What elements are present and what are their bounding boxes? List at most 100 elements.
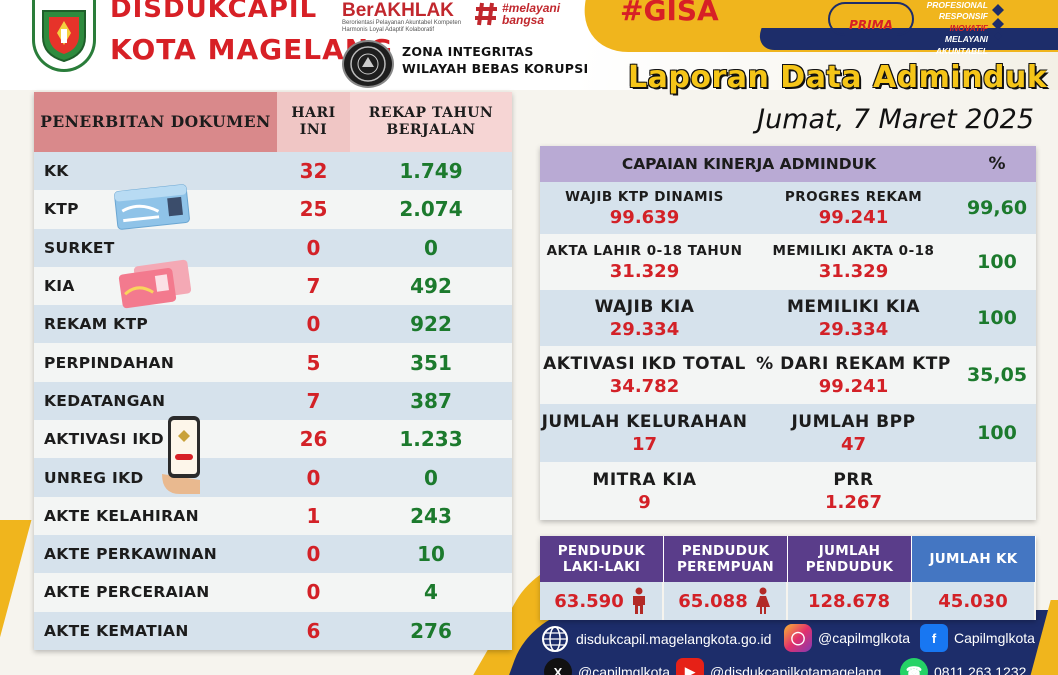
table-row: AKTIVASI IKD 26 1.233: [34, 420, 512, 459]
kinerja-percent: 35,05: [966, 364, 1028, 386]
male-population-label: PENDUDUK LAKI-LAKI: [540, 536, 664, 582]
female-person-icon: [755, 587, 770, 614]
kinerja-row: AKTIVASI IKD TOTAL 34.782 % DARI REKAM K…: [540, 346, 1036, 404]
bangga-melayani-logo: #melayani bangsa: [475, 0, 560, 28]
row-document-name: KTP: [44, 200, 79, 219]
kinerja-percent: 100: [977, 307, 1017, 329]
youtube-icon: ▶: [676, 658, 704, 675]
kinerja-value: 1.267: [825, 491, 882, 513]
kinerja-label: % DARI REKAM KTP: [756, 353, 951, 374]
row-document-name: PERPINDAHAN: [44, 353, 175, 372]
row-today-value: 32: [299, 159, 328, 184]
col-header-document: PENERBITAN DOKUMEN: [34, 92, 277, 152]
website-link[interactable]: disdukcapil.magelangkota.go.id: [540, 624, 771, 654]
population-values: 63.590 65.088 128.678 45.030: [540, 582, 1036, 620]
kia-card-icon: [118, 259, 192, 309]
row-today-value: 7: [306, 274, 321, 299]
motto-item: RESPONSIF: [938, 11, 988, 22]
population-header: PENDUDUK LAKI-LAKI PENDUDUK PEREMPUAN JU…: [540, 536, 1036, 582]
kinerja-right-cell: % DARI REKAM KTP 99.241: [749, 346, 958, 404]
motto-item: MELAYANI: [944, 34, 988, 45]
berakhlak-tagline: Berorientasi Pelayanan Akuntabel Kompete…: [342, 20, 462, 34]
kinerja-percent: 100: [977, 251, 1017, 273]
instagram-link[interactable]: ◯ @capilmglkota: [784, 624, 910, 652]
kinerja-percent-header: %: [988, 154, 1006, 174]
kinerja-percent: 99,60: [966, 197, 1028, 219]
ikd-phone-icon: [162, 416, 200, 494]
row-document-name: AKTIVASI IKD: [44, 430, 164, 449]
row-total-value: 1.233: [399, 427, 463, 452]
table-row: AKTE PERKAWINAN 0 10: [34, 534, 512, 574]
row-document-name: AKTE KELAHIRAN: [44, 506, 199, 525]
kinerja-left-cell: WAJIB KTP DINAMIS 99.639: [540, 182, 749, 234]
col-header-yearly-total: REKAP TAHUN BERJALAN: [350, 92, 512, 152]
row-total-value: 1.749: [399, 159, 463, 184]
row-today-value: 0: [306, 580, 321, 605]
kinerja-value: 17: [631, 433, 658, 455]
kinerja-right-cell: MEMILIKI KIA 29.334: [749, 290, 958, 346]
kinerja-left-cell: WAJIB KIA 29.334: [540, 290, 749, 346]
row-document-name: KK: [44, 162, 69, 181]
kinerja-percent: [958, 462, 1036, 520]
total-population-value: 128.678: [808, 590, 890, 612]
family-card-count-cell: 45.030: [912, 582, 1036, 620]
kinerja-label: AKTA LAHIR 0-18 TAHUN: [546, 242, 743, 259]
table-row: AKTE PERCERAIAN 0 4: [34, 573, 512, 612]
berakhlak-logo: BerAKHLAK: [342, 0, 454, 21]
female-population-cell: 65.088: [664, 582, 788, 620]
row-today-value: 26: [299, 427, 328, 452]
whatsapp-icon: ☎: [900, 658, 928, 675]
female-population-label: PENDUDUK PEREMPUAN: [664, 536, 788, 582]
table-row: AKTE KELAHIRAN 1 243: [34, 496, 512, 535]
gold-swoosh-left: [0, 520, 32, 675]
kinerja-value: 99.241: [818, 375, 889, 397]
youtube-link[interactable]: ▶ @disdukcapilkotamagelang: [676, 658, 881, 675]
row-total-value: 0: [424, 465, 438, 490]
zona-integritas-seal: [342, 40, 394, 88]
facebook-link[interactable]: f Capilmglkota: [920, 624, 1035, 652]
kinerja-label: AKTIVASI IKD TOTAL: [543, 353, 746, 374]
row-total-value: 922: [410, 312, 452, 337]
family-card-count-value: 45.030: [938, 590, 1008, 612]
x-text: @capilmglkota: [578, 664, 671, 675]
table-row: PERPINDAHAN 5 351: [34, 343, 512, 382]
kinerja-value: 99.241: [818, 206, 889, 228]
row-document-name: AKTE PERCERAIAN: [44, 583, 210, 602]
row-document-name: AKTE PERKAWINAN: [44, 545, 218, 564]
motto-item: AKUNTABEL: [935, 45, 988, 56]
row-document-name: KIA: [44, 277, 75, 296]
total-population-cell: 128.678: [788, 582, 912, 620]
table-row: KTP 25 2.074: [34, 190, 512, 229]
prima-logo: PRIMA: [828, 2, 914, 36]
gisa-hashtag: #GISA: [620, 0, 719, 27]
globe-icon: [542, 626, 568, 652]
kinerja-right-cell: MEMILIKI AKTA 0-18 31.329: [749, 234, 958, 290]
col-header-today: HARI INI: [277, 92, 350, 152]
male-population-cell: 63.590: [540, 582, 664, 620]
kinerja-label: MEMILIKI KIA: [786, 296, 920, 317]
row-total-value: 10: [417, 542, 445, 567]
row-today-value: 0: [306, 465, 321, 490]
population-panel: PENDUDUK LAKI-LAKI PENDUDUK PEREMPUAN JU…: [540, 536, 1036, 620]
x-link[interactable]: X @capilmglkota: [544, 658, 670, 675]
male-population-value: 63.590: [554, 590, 624, 612]
row-document-name: SURKET: [44, 238, 115, 257]
row-today-value: 0: [306, 235, 321, 260]
whatsapp-text: 0811 263 1232: [934, 664, 1027, 675]
organization-name: DISDUKCAPIL KOTA MAGELANG: [110, 0, 393, 64]
table-row: KEDATANGAN 7 387: [34, 381, 512, 421]
row-document-name: KEDATANGAN: [44, 391, 166, 410]
table-row: KIA 7 492: [34, 266, 512, 306]
zi-line2: WILAYAH BEBAS KORUPSI: [402, 60, 589, 76]
kinerja-value: 31.329: [818, 260, 889, 282]
report-date: Jumat, 7 Maret 2025: [757, 104, 1034, 135]
table-row: AKTE KEMATIAN 6 276: [34, 611, 512, 650]
org-name-line1: DISDUKCAPIL: [110, 0, 318, 24]
whatsapp-link[interactable]: ☎ 0811 263 1232: [900, 658, 1026, 675]
city-emblem-logo: [32, 0, 96, 72]
total-population-label: JUMLAH PENDUDUK: [788, 536, 912, 582]
kinerja-header: CAPAIAN KINERJA ADMINDUK %: [540, 146, 1036, 182]
kinerja-value: 29.334: [609, 318, 680, 340]
kinerja-left-cell: AKTA LAHIR 0-18 TAHUN 31.329: [540, 234, 749, 290]
kinerja-value: 34.782: [609, 375, 680, 397]
